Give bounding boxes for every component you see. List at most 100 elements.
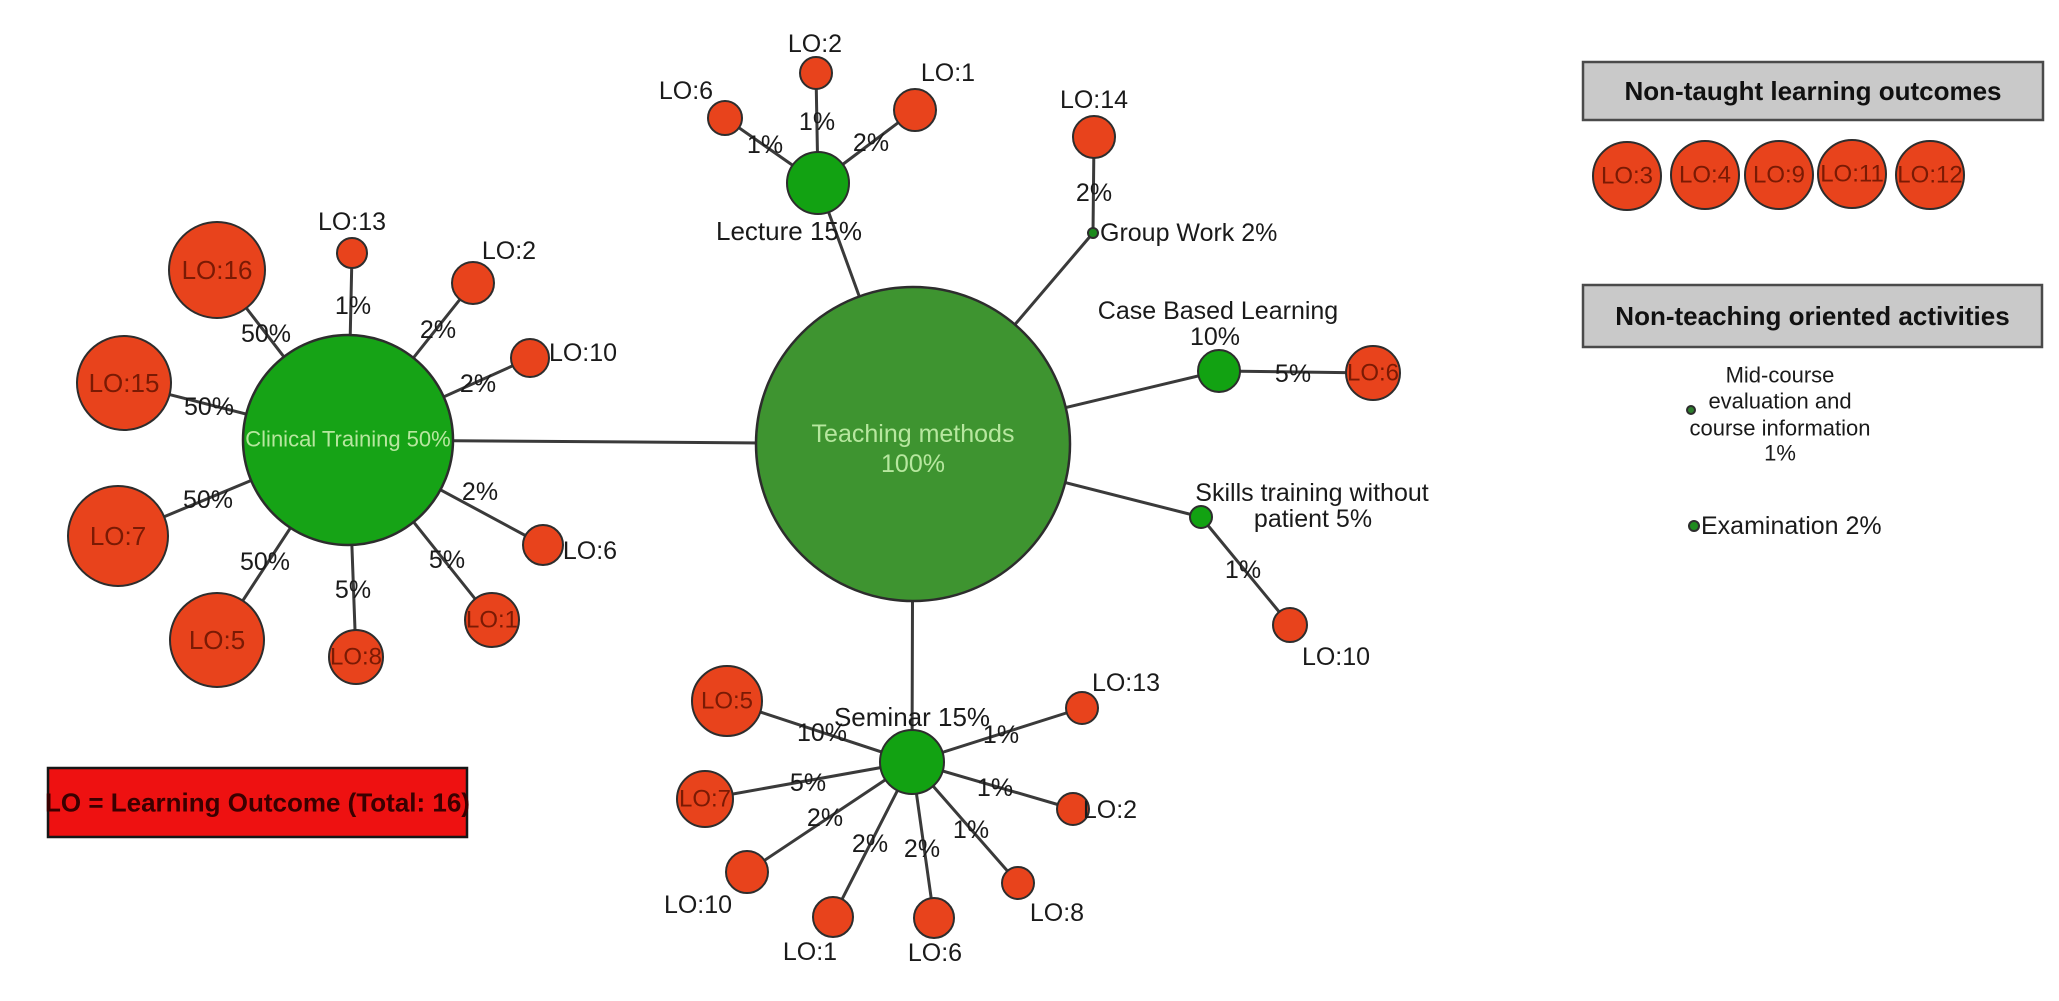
- edge-label-clinical-clinical-lo5: 50%: [240, 548, 290, 576]
- node-lecture-lo1: [893, 88, 937, 132]
- edge-label-seminar-seminar-lo1: 2%: [852, 830, 888, 858]
- label-clinical-training-50: Clinical Training 50%: [245, 427, 450, 452]
- node-label-seminar-lo5: LO:5: [701, 688, 753, 715]
- note-box: [46, 766, 469, 839]
- node-clinical-lo13: [336, 237, 368, 269]
- node-label-clinical-lo16: LO:16: [182, 255, 253, 285]
- node-clinical-lo16: [168, 221, 266, 319]
- label-lo-6: LO:6: [563, 537, 617, 565]
- label-lo-10: LO:10: [549, 339, 617, 367]
- node-label-cbl-lo6: LO:6: [1347, 360, 1399, 387]
- label-lecture-15: Lecture 15%: [716, 216, 862, 246]
- node-label-nontaught-lo12: LO:12: [1897, 162, 1962, 189]
- edge-label-clinical-clinical-lo16: 50%: [241, 320, 291, 348]
- label-lo-2: LO:2: [482, 237, 536, 265]
- edge-label-clinical-clinical-lo10: 2%: [460, 370, 496, 398]
- node-clinical-lo7: [67, 485, 169, 587]
- label-lo-2: LO:2: [788, 30, 842, 58]
- label-1: 1%: [1764, 441, 1796, 466]
- node-midcourse-dot: [1686, 405, 1696, 415]
- edge-label-seminar-seminar-lo7: 5%: [790, 769, 826, 797]
- node-clinical-lo15: [76, 335, 172, 431]
- node-lecture-lo6: [707, 100, 743, 136]
- edge-label-group-work-groupwork-lo14: 2%: [1076, 179, 1112, 207]
- label-teaching-methods: Teaching methods: [812, 420, 1015, 448]
- edge-label-seminar-seminar-lo5: 10%: [797, 719, 847, 747]
- node-clinical-lo10: [510, 338, 550, 378]
- node-nontaught-lo3: [1592, 141, 1662, 211]
- label-skills-training-without: Skills training without: [1195, 479, 1428, 507]
- label-group-work-2: Group Work 2%: [1100, 219, 1277, 247]
- label-patient-5: patient 5%: [1254, 505, 1372, 533]
- label-lo-10: LO:10: [1302, 643, 1370, 671]
- edge-skills-training-skills-lo10: [1199, 515, 1292, 627]
- label-seminar-15: Seminar 15%: [834, 702, 990, 732]
- node-lecture: [786, 151, 850, 215]
- label-course-information: course information: [1690, 416, 1871, 441]
- label-lo-1: LO:1: [921, 59, 975, 87]
- node-label-nontaught-lo9: LO:9: [1753, 162, 1805, 189]
- node-seminar-lo6: [913, 897, 955, 939]
- node-seminar-lo7: [676, 770, 734, 828]
- node-group-work: [1087, 227, 1099, 239]
- legend-nonteaching-header-title: Non-teaching oriented activities: [1615, 301, 2009, 331]
- label-lo-10: LO:10: [664, 891, 732, 919]
- node-lecture-lo2: [799, 56, 833, 90]
- label-lo-1: LO:1: [783, 938, 837, 966]
- node-clinical-lo1: [464, 592, 520, 648]
- label-lo-13: LO:13: [1092, 669, 1160, 697]
- edge-label-clinical-clinical-lo1: 5%: [429, 546, 465, 574]
- label-lo-2: LO:2: [1083, 796, 1137, 824]
- node-label-clinical-lo5: LO:5: [189, 625, 245, 655]
- label-lo-6: LO:6: [659, 77, 713, 105]
- label-100: 100%: [881, 450, 945, 478]
- label-lo-13: LO:13: [318, 208, 386, 236]
- edge-label-clinical-clinical-lo15: 50%: [184, 393, 234, 421]
- node-seminar-lo8: [1001, 866, 1035, 900]
- edge-seminar-seminar-lo10: [745, 760, 914, 874]
- label-lo-14: LO:14: [1060, 86, 1128, 114]
- node-label-seminar-lo7: LO:7: [679, 786, 731, 813]
- node-examination-dot: [1688, 520, 1700, 532]
- legend-nontaught-header: [1581, 60, 2045, 122]
- node-seminar-lo13: [1065, 691, 1099, 725]
- node-groupwork-lo14: [1072, 115, 1116, 159]
- label-mid-course: Mid-course: [1726, 363, 1835, 388]
- node-clinical-lo8: [328, 629, 384, 685]
- edge-label-clinical-clinical-lo6: 2%: [462, 478, 498, 506]
- node-skills-lo10: [1272, 607, 1308, 643]
- legend-nontaught-header-title: Non-taught learning outcomes: [1625, 76, 2002, 106]
- node-nontaught-lo4: [1670, 140, 1740, 210]
- node-nontaught-lo9: [1744, 140, 1814, 210]
- edge-label-clinical-clinical-lo7: 50%: [183, 486, 233, 514]
- label-examination-2: Examination 2%: [1701, 512, 1882, 540]
- edge-label-clinical-clinical-lo8: 5%: [335, 576, 371, 604]
- edge-label-seminar-seminar-lo8: 1%: [953, 816, 989, 844]
- node-case-based-learning: [1197, 349, 1241, 393]
- node-clinical-lo5: [169, 592, 265, 688]
- node-label-nontaught-lo11: LO:11: [1820, 161, 1884, 188]
- node-label-clinical-lo7: LO:7: [90, 521, 146, 551]
- edge-label-seminar-seminar-lo2: 1%: [977, 774, 1013, 802]
- edge-label-seminar-seminar-lo6: 2%: [904, 835, 940, 863]
- node-teaching: [754, 285, 1072, 603]
- label-lo-6: LO:6: [908, 939, 962, 967]
- node-clinical: [241, 333, 455, 547]
- node-nontaught-lo12: [1895, 140, 1965, 210]
- node-clinical-lo6: [522, 524, 564, 566]
- note-box-title: LO = Learning Outcome (Total: 16): [45, 788, 470, 818]
- node-label-clinical-lo15: LO:15: [89, 368, 160, 398]
- edge-label-lecture-lecture-lo2: 1%: [799, 108, 835, 136]
- edge-label-lecture-lecture-lo1: 2%: [853, 129, 889, 157]
- node-clinical-lo2: [451, 261, 495, 305]
- edge-label-seminar-seminar-lo10: 2%: [807, 804, 843, 832]
- node-label-clinical-lo1: LO:1: [466, 607, 518, 634]
- node-seminar-lo5: [691, 665, 763, 737]
- node-seminar: [879, 729, 945, 795]
- edge-label-case-based-learning-cbl-lo6: 5%: [1275, 360, 1311, 388]
- node-cbl-lo6: [1345, 345, 1401, 401]
- nodes-layer: [67, 56, 1965, 939]
- edge-label-clinical-clinical-lo13: 1%: [335, 292, 371, 320]
